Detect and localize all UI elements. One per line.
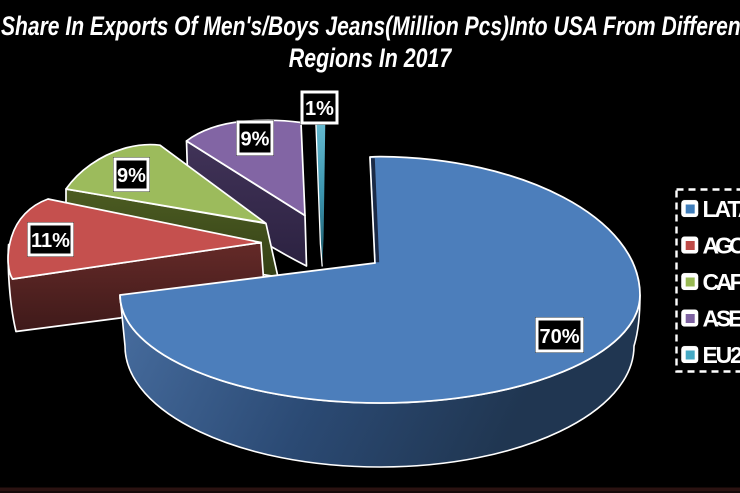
svg-text:AGOA: AGOA bbox=[703, 232, 740, 258]
svg-text:LATAM: LATAM bbox=[703, 196, 740, 222]
svg-text:11%: 11% bbox=[31, 230, 70, 252]
svg-text:Regions In 2017: Regions In 2017 bbox=[289, 44, 453, 74]
svg-text:70%: 70% bbox=[539, 326, 579, 348]
svg-text:EU28: EU28 bbox=[703, 342, 740, 368]
svg-text:9%: 9% bbox=[117, 165, 146, 187]
svg-text:Share In Exports Of Men's/Boys: Share In Exports Of Men's/Boys Jeans(Mil… bbox=[1, 12, 740, 42]
svg-text:1%: 1% bbox=[305, 98, 334, 120]
svg-text:9%: 9% bbox=[241, 129, 270, 151]
svg-text:ASEAN: ASEAN bbox=[703, 305, 740, 331]
svg-text:CAFTA: CAFTA bbox=[703, 269, 740, 295]
